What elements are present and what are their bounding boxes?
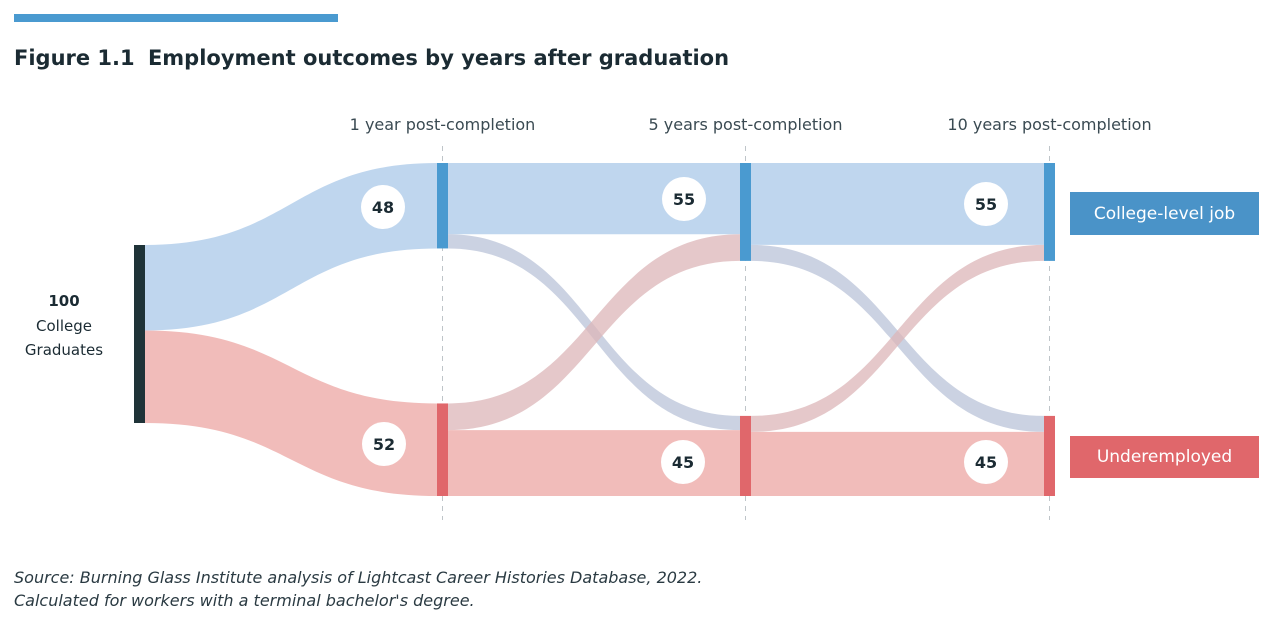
value-label-5yr-under-bubble bbox=[661, 440, 705, 484]
source-node-label-2: Graduates bbox=[25, 341, 103, 359]
column-label-1: 1 year post-completion bbox=[350, 115, 536, 134]
value-label-1yr-under: 52 bbox=[373, 435, 395, 454]
sankey-chart: 1 year post-completion 5 years post-compl… bbox=[25, 115, 1152, 520]
figure-number: Figure 1.1 bbox=[14, 46, 135, 70]
value-label-1yr-under-bubble bbox=[362, 422, 406, 466]
flow-stage1-college-to-college bbox=[448, 163, 740, 235]
accent-bar bbox=[14, 14, 338, 22]
source-note: Source: Burning Glass Institute analysis… bbox=[14, 566, 702, 612]
source-line-1: Source: Burning Glass Institute analysis… bbox=[14, 568, 703, 587]
figure-title-text: Employment outcomes by years after gradu… bbox=[147, 46, 730, 70]
node-stage2-college bbox=[740, 163, 751, 261]
value-label-10yr-college: 55 bbox=[975, 195, 997, 214]
source-node-label-1: College bbox=[36, 317, 92, 335]
flow-stage1-under-to-under bbox=[448, 430, 740, 496]
flow-stage2-college-to-college bbox=[751, 163, 1044, 245]
value-label-1yr-college: 48 bbox=[372, 198, 394, 217]
node-stage2-under bbox=[740, 415, 751, 496]
column-label-2: 5 years post-completion bbox=[649, 115, 843, 134]
legend-college-level-job: College-level job bbox=[1070, 192, 1259, 235]
value-label-10yr-under: 45 bbox=[975, 453, 997, 472]
node-stage1-under bbox=[437, 403, 448, 496]
value-label-5yr-under: 45 bbox=[672, 453, 694, 472]
node-stage3-under bbox=[1044, 415, 1055, 496]
flow-stage2-under-to-college bbox=[751, 244, 1044, 432]
figure-title: Figure 1.1 Employment outcomes by years … bbox=[14, 46, 729, 70]
value-label-5yr-college-bubble bbox=[662, 177, 706, 221]
node-college-graduates bbox=[134, 245, 145, 423]
column-label-3: 10 years post-completion bbox=[947, 115, 1151, 134]
value-label-10yr-college-bubble bbox=[964, 182, 1008, 226]
legend-underemployed: Underemployed bbox=[1070, 436, 1259, 478]
source-line-2: Calculated for workers with a terminal b… bbox=[14, 591, 475, 610]
value-label-1yr-college-bubble bbox=[361, 185, 405, 229]
value-label-5yr-college: 55 bbox=[673, 190, 695, 209]
flow-graduates-to-under bbox=[145, 330, 437, 496]
flow-stage1-under-to-college bbox=[448, 234, 740, 431]
node-stage3-college bbox=[1044, 163, 1055, 261]
value-label-10yr-under-bubble bbox=[964, 440, 1008, 484]
source-node-value: 100 bbox=[48, 292, 79, 310]
node-stage1-college bbox=[437, 163, 448, 249]
